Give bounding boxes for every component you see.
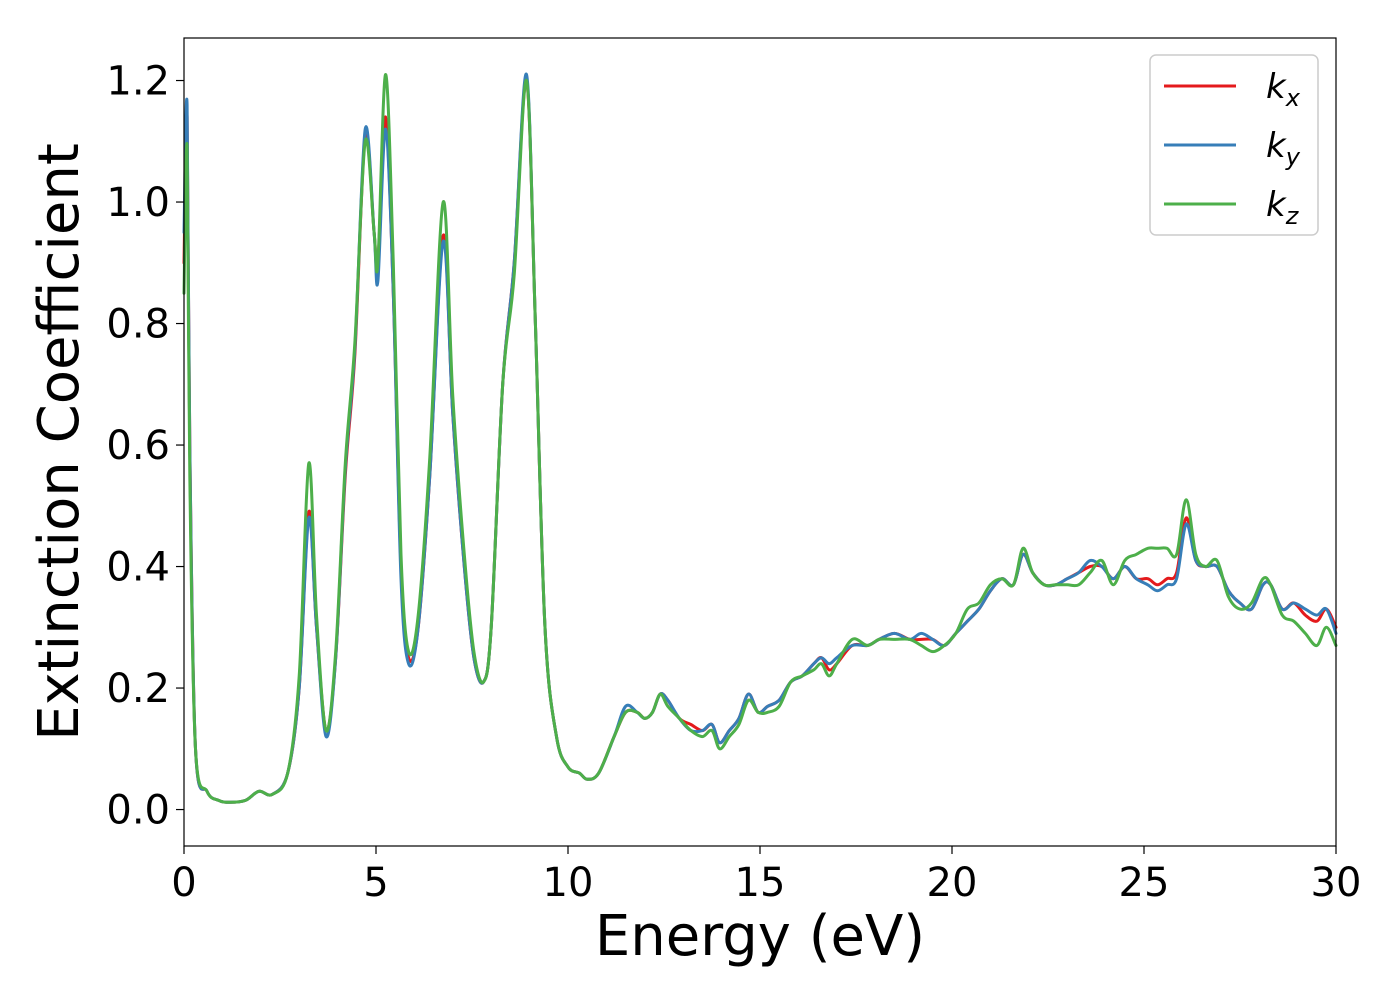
y-axis-ticks: 0.0 0.2 0.4 0.6 0.8 1.0 1.2 [106,59,184,834]
legend-label: kz [1266,185,1300,230]
y-tick-label: 1.2 [106,59,170,105]
y-tick-label: 1.0 [106,180,170,226]
legend-label-subscript: x [1285,84,1301,112]
legend-label: kx [1266,67,1301,112]
legend-label: ky [1266,126,1301,171]
legend-label-main: k [1266,185,1287,225]
x-tick-label: 5 [363,860,388,906]
legend-label-main: k [1266,67,1287,107]
x-tick-label: 30 [1311,860,1362,906]
y-tick-label: 0.8 [106,302,170,348]
plot-lines [182,72,1338,804]
y-tick-label: 0.4 [106,545,170,591]
x-axis-title: Energy (eV) [595,904,925,969]
y-tick-label: 0.6 [106,423,170,469]
legend-label-subscript: y [1285,143,1301,171]
x-tick-label: 20 [927,860,978,906]
x-tick-label: 0 [171,860,196,906]
x-tick-label: 25 [1119,860,1170,906]
y-tick-label: 0.2 [106,666,170,712]
x-tick-label: 15 [735,860,786,906]
y-tick-label: 0.0 [106,788,170,834]
legend-label-subscript: z [1285,202,1300,230]
x-tick-label: 10 [543,860,594,906]
y-axis-title: Extinction Coefficient [27,143,92,741]
legend-label-main: k [1266,126,1287,166]
x-axis-ticks: 0 5 10 15 20 25 30 [171,846,1361,906]
series-line-kz [182,73,1338,804]
